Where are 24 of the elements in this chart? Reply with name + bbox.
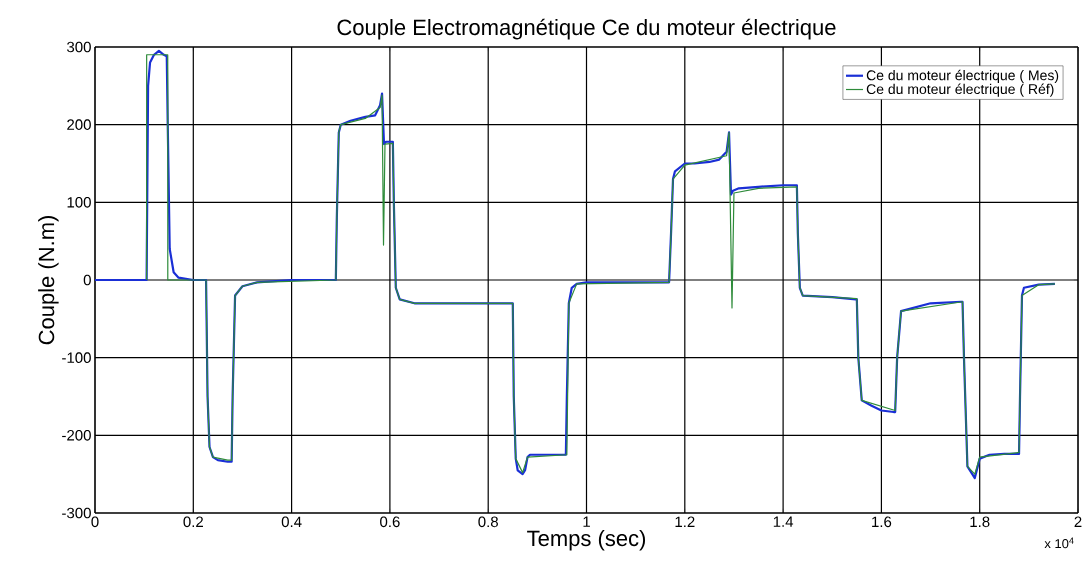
x-tick-label: 1.8 xyxy=(970,516,990,528)
y-tick-label: 300 xyxy=(67,41,91,53)
x-tick-label: 0.8 xyxy=(478,516,498,528)
y-tick-label: 100 xyxy=(67,197,91,208)
y-tick-label: -200 xyxy=(62,430,91,441)
x-tick-label: 2 xyxy=(1074,516,1082,527)
y-tick-label: 200 xyxy=(67,119,91,130)
text: x 10$^{4}$ xyxy=(1044,537,1074,549)
chart-title: Couple Electromagnétique Ce du moteur électrique xyxy=(337,18,836,40)
x-tick-label: 0.6 xyxy=(380,516,400,528)
y-axis-title: Couple (N.m) xyxy=(38,215,59,345)
x-tick-label: 0 xyxy=(91,516,99,528)
x-tick-label: 0.2 xyxy=(183,516,203,528)
x-tick-label: 1.2 xyxy=(675,516,695,527)
y-tick-label: -100 xyxy=(62,352,91,363)
x-axis-title: Temps (sec) xyxy=(527,529,646,551)
y-tick-label: 0 xyxy=(83,274,91,286)
x-tick-label: 1.6 xyxy=(872,516,892,528)
legend-label: Ce du moteur électrique ( Mes) xyxy=(866,69,1059,84)
y-tick-label: -300 xyxy=(62,507,91,519)
legend-label: Ce du moteur électrique ( Réf) xyxy=(866,83,1054,97)
x-tick-label: 0.4 xyxy=(281,516,302,528)
x-tick-label: 1 xyxy=(583,516,590,527)
x-tick-label: 1.4 xyxy=(773,516,794,527)
